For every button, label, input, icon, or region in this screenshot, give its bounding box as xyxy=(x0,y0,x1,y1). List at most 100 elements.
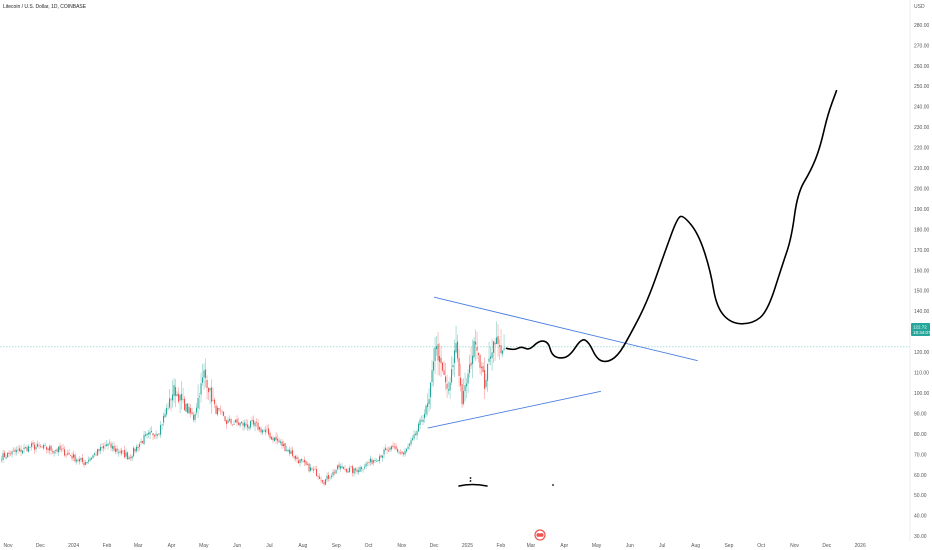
y-tick-label: 250.00 xyxy=(914,84,930,90)
tradingview-logo[interactable] xyxy=(534,529,546,541)
candle-body xyxy=(113,445,115,451)
x-axis[interactable]: Nov Dec 2024 Feb Mar Apr May Jun Jul Aug Sep Oct Nov… xyxy=(4,543,866,549)
candle-body xyxy=(92,455,94,458)
candle-body xyxy=(437,344,439,361)
candle-body xyxy=(274,437,276,442)
candle-body xyxy=(235,419,237,423)
candle-body xyxy=(116,448,118,452)
candle-body xyxy=(77,459,79,461)
candle-body xyxy=(457,341,459,359)
candle-body xyxy=(368,462,370,464)
candle-body xyxy=(58,446,60,453)
candle-body xyxy=(283,444,285,446)
candle-body xyxy=(7,453,9,458)
candle-body xyxy=(32,442,34,445)
candle-body xyxy=(487,364,489,381)
candle-body xyxy=(182,399,184,401)
candle-body xyxy=(50,445,52,451)
candle-body xyxy=(388,450,390,452)
projection-curve xyxy=(505,89,838,363)
candle-body xyxy=(430,382,432,398)
candle-body xyxy=(442,362,444,371)
candle-body xyxy=(44,445,46,446)
candle-body xyxy=(179,394,181,401)
candle-body xyxy=(94,453,96,455)
x-tick-label: Nov xyxy=(4,543,13,549)
candle-body xyxy=(499,345,501,347)
x-tick-label: Dec xyxy=(822,543,831,549)
candle-body xyxy=(244,422,246,427)
candle-body xyxy=(140,441,142,443)
candle-body xyxy=(488,358,490,362)
y-tick-label: 240.00 xyxy=(914,105,930,111)
drawn-dot xyxy=(469,477,472,479)
candle-body xyxy=(464,385,466,392)
candle-body xyxy=(317,476,319,478)
candle-body xyxy=(47,448,49,451)
candle-body xyxy=(178,393,180,402)
candle-body xyxy=(296,457,298,460)
candle-body xyxy=(332,471,334,476)
candle-body xyxy=(500,345,502,353)
candle-body xyxy=(326,475,328,480)
y-tick-label: 260.00 xyxy=(914,64,930,70)
candles xyxy=(1,321,505,487)
candle-body xyxy=(137,446,139,449)
candle-body xyxy=(59,445,61,450)
candle-body xyxy=(133,447,135,457)
y-tick-label: 150.00 xyxy=(914,289,930,295)
current-price-label-bg xyxy=(911,323,930,336)
candle-body xyxy=(470,362,472,366)
candle-body xyxy=(385,448,387,451)
candle-body xyxy=(434,347,436,361)
y-tick-label: 100.00 xyxy=(914,391,930,397)
candle-body xyxy=(320,479,322,481)
candle-body xyxy=(214,399,216,404)
candle-body xyxy=(173,385,175,396)
candle-body xyxy=(80,458,82,460)
candle-body xyxy=(323,482,325,485)
candle-body xyxy=(421,420,423,422)
candle-body xyxy=(275,436,277,440)
candle-body xyxy=(158,433,160,435)
candle-body xyxy=(11,451,13,455)
candle-body xyxy=(14,449,16,452)
candle-body xyxy=(451,369,453,383)
candle-body xyxy=(458,358,460,376)
candle-body xyxy=(410,440,412,445)
candle-body xyxy=(259,426,261,430)
candle-body xyxy=(469,364,471,374)
candle-body xyxy=(389,447,391,450)
candle-body xyxy=(482,366,484,373)
candle-body xyxy=(340,466,342,469)
candle-body xyxy=(301,459,303,461)
candle-body xyxy=(311,468,313,470)
x-tick-label: 2024 xyxy=(68,543,79,549)
candle-body xyxy=(122,450,124,452)
candle-body xyxy=(85,462,87,465)
candle-body xyxy=(359,467,361,472)
upper-trendline xyxy=(433,296,698,362)
candle-body xyxy=(238,422,240,425)
y-tick-label: 70.00 xyxy=(914,452,927,458)
candle-body xyxy=(100,446,102,451)
candle-body xyxy=(101,446,103,448)
x-tick-label: Nov xyxy=(790,543,799,549)
x-tick-label: Oct xyxy=(757,543,765,549)
candle-body xyxy=(403,452,405,455)
candle-body xyxy=(392,445,394,447)
candle-body xyxy=(104,444,106,446)
candle-body xyxy=(5,457,7,459)
candle-body xyxy=(217,407,219,415)
candle-body xyxy=(260,428,262,433)
candle-body xyxy=(485,380,487,387)
candle-body xyxy=(236,419,238,423)
y-tick-label: 210.00 xyxy=(914,166,930,172)
candle-body xyxy=(245,423,247,426)
candle-body xyxy=(19,448,21,452)
candle-body xyxy=(466,383,468,387)
candle-body xyxy=(265,429,267,433)
candle-body xyxy=(20,449,22,452)
y-tick-label: 90.00 xyxy=(914,411,927,417)
